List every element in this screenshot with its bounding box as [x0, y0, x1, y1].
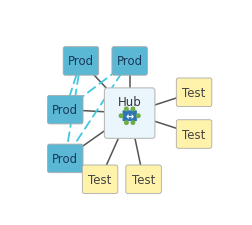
FancyBboxPatch shape: [47, 96, 83, 124]
Text: Test: Test: [182, 128, 205, 141]
Text: Hub: Hub: [117, 96, 141, 109]
FancyBboxPatch shape: [104, 88, 154, 139]
Text: Prod: Prod: [116, 55, 142, 68]
Text: Test: Test: [182, 86, 205, 99]
FancyBboxPatch shape: [47, 144, 83, 173]
Circle shape: [124, 108, 128, 111]
FancyBboxPatch shape: [82, 165, 117, 194]
Circle shape: [131, 108, 134, 111]
Text: Prod: Prod: [68, 55, 94, 68]
FancyBboxPatch shape: [63, 47, 98, 76]
FancyBboxPatch shape: [111, 47, 147, 76]
Circle shape: [124, 121, 128, 125]
Circle shape: [131, 121, 134, 125]
FancyBboxPatch shape: [176, 120, 211, 149]
Circle shape: [119, 115, 122, 118]
FancyBboxPatch shape: [125, 165, 161, 194]
FancyBboxPatch shape: [122, 110, 137, 122]
Text: Prod: Prod: [52, 152, 78, 165]
FancyBboxPatch shape: [176, 79, 211, 107]
Text: ↔: ↔: [125, 111, 133, 121]
Text: Prod: Prod: [52, 104, 78, 117]
Circle shape: [136, 115, 139, 118]
Text: Test: Test: [88, 173, 111, 186]
Text: Test: Test: [131, 173, 155, 186]
